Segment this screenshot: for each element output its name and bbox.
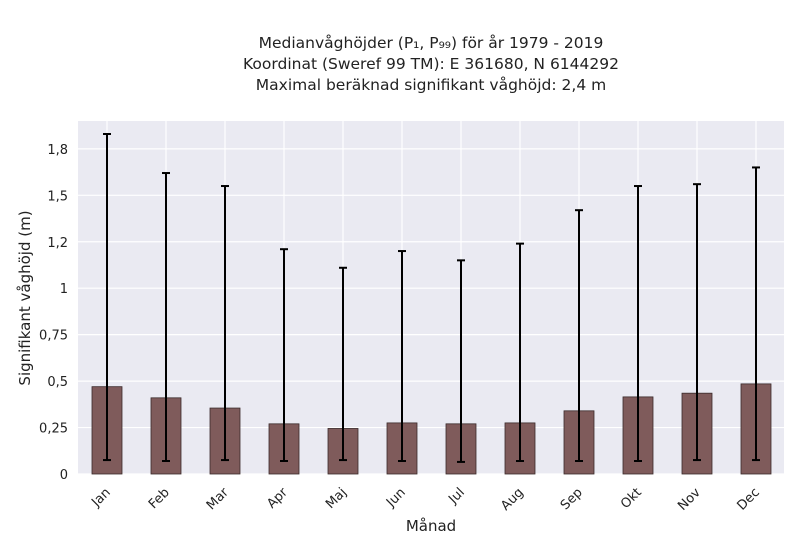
- chart-title-line-3: Maximal beräknad signifikant våghöjd: 2,…: [255, 76, 607, 94]
- y-tick-label: 1,8: [47, 143, 68, 158]
- chart-title-line-2: Koordinat (Sweref 99 TM): E 361680, N 61…: [243, 55, 619, 73]
- x-tick-label: Jan: [88, 485, 113, 510]
- y-axis-label: Signifikant våghöjd (m): [16, 210, 34, 385]
- x-tick-label: Aug: [498, 485, 527, 514]
- chart-title-line-1: Medianvåghöjder (P₁, P₉₉) för år 1979 - …: [258, 34, 604, 52]
- x-tick-label: Nov: [675, 485, 704, 514]
- y-tick-label: 1,2: [47, 236, 68, 251]
- x-tick-label: Feb: [146, 485, 173, 512]
- y-tick-label: 0,5: [47, 375, 68, 390]
- x-tick-label: Okt: [618, 485, 645, 512]
- plot-area: [78, 121, 784, 474]
- x-tick-label: Jun: [383, 485, 409, 511]
- y-tick-label: 0,75: [39, 329, 68, 344]
- chart-title: Medianvåghöjder (P₁, P₉₉) för år 1979 - …: [78, 33, 784, 96]
- x-tick-label: Mar: [204, 485, 232, 513]
- error-bars: [103, 133, 760, 463]
- y-tick-label: 1: [60, 282, 68, 297]
- x-axis-ticks: Jan Feb Mar Apr Maj Jun Jul Aug Sep Okt Nov Dec: [88, 485, 762, 514]
- x-axis-label: Månad: [406, 517, 456, 535]
- y-tick-label: 1,5: [47, 189, 68, 204]
- x-tick-label: Sep: [558, 485, 586, 513]
- x-tick-label: Dec: [734, 485, 762, 513]
- x-tick-label: Maj: [323, 485, 350, 512]
- x-tick-label: Apr: [264, 485, 291, 512]
- y-tick-label: 0: [60, 468, 68, 483]
- y-tick-label: 0,25: [39, 422, 68, 437]
- x-tick-label: Jul: [445, 485, 467, 507]
- y-axis-ticks: 0 0,25 0,5 0,75 1 1,2 1,5 1,8: [39, 143, 68, 483]
